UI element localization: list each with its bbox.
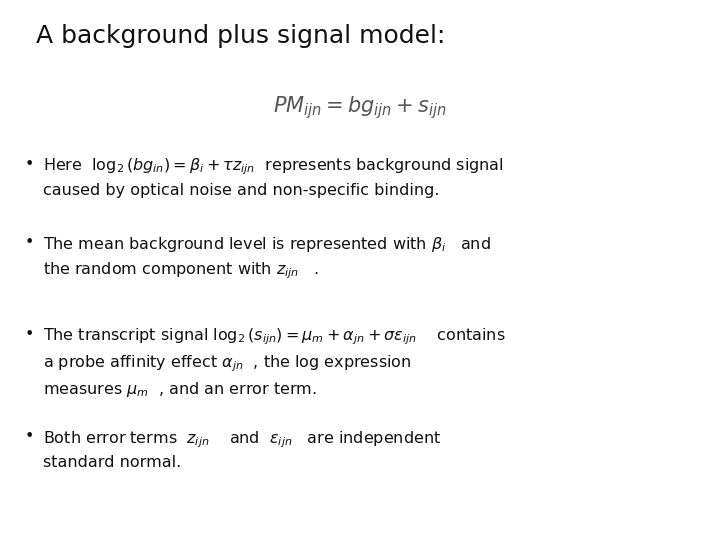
- Text: •: •: [24, 327, 34, 342]
- Text: Both error terms  $z_{ijn}$    and  $\varepsilon_{ijn}$   are independent
standa: Both error terms $z_{ijn}$ and $\varepsi…: [43, 429, 441, 470]
- Text: The mean background level is represented with $\beta_i$   and
the random compone: The mean background level is represented…: [43, 235, 491, 281]
- Text: $PM_{ijn} = bg_{ijn} + s_{ijn}$: $PM_{ijn} = bg_{ijn} + s_{ijn}$: [273, 94, 447, 122]
- Text: •: •: [24, 429, 34, 444]
- Text: The transcript signal $\log_2(s_{ijn}) = \mu_m + \alpha_{jn} + \sigma\varepsilon: The transcript signal $\log_2(s_{ijn}) =…: [43, 327, 505, 400]
- Text: A background plus signal model:: A background plus signal model:: [36, 24, 446, 48]
- Text: Here  $\log_2(bg_{in}) = \beta_i + \tau z_{ijn}$  represents background signal
c: Here $\log_2(bg_{in}) = \beta_i + \tau z…: [43, 157, 504, 198]
- Text: •: •: [24, 157, 34, 172]
- Text: •: •: [24, 235, 34, 250]
